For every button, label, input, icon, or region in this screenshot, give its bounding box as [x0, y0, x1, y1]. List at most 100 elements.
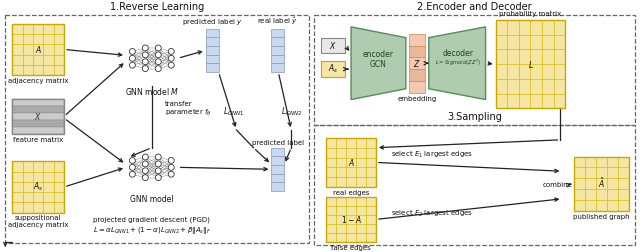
Bar: [336, 206, 346, 215]
Bar: [574, 189, 585, 200]
Bar: [346, 197, 356, 206]
Bar: [321, 61, 345, 77]
Bar: [507, 35, 519, 49]
Bar: [33, 182, 44, 192]
Bar: [12, 172, 22, 182]
Circle shape: [156, 154, 161, 160]
Bar: [33, 24, 44, 34]
Bar: [54, 182, 64, 192]
Bar: [326, 197, 376, 242]
Bar: [409, 57, 425, 69]
Bar: [271, 46, 284, 55]
Bar: [44, 34, 54, 44]
Bar: [22, 162, 33, 172]
Bar: [33, 192, 44, 202]
Text: $L_{GNN1}$: $L_{GNN1}$: [223, 105, 244, 118]
Bar: [33, 44, 44, 55]
Text: probability matrix: probability matrix: [499, 11, 561, 17]
Bar: [22, 44, 33, 55]
Circle shape: [129, 55, 135, 61]
Bar: [607, 178, 618, 189]
Bar: [346, 224, 356, 233]
Bar: [542, 79, 554, 94]
Bar: [54, 65, 64, 75]
Bar: [12, 106, 64, 113]
Circle shape: [156, 168, 161, 174]
Bar: [542, 64, 554, 79]
Bar: [12, 65, 22, 75]
Bar: [607, 156, 618, 167]
Bar: [44, 55, 54, 65]
Bar: [326, 148, 336, 158]
Text: feature matrix: feature matrix: [13, 137, 63, 143]
Bar: [44, 44, 54, 55]
Bar: [346, 167, 356, 177]
Text: 2.Encoder and Decoder: 2.Encoder and Decoder: [417, 2, 532, 12]
Bar: [607, 189, 618, 200]
Circle shape: [142, 52, 148, 58]
Bar: [205, 55, 218, 64]
Bar: [346, 177, 356, 187]
Text: GNN model: GNN model: [130, 195, 173, 204]
Bar: [205, 29, 218, 38]
Bar: [495, 20, 507, 35]
Text: $L_{GNN2}$: $L_{GNN2}$: [281, 105, 302, 118]
Bar: [12, 44, 22, 55]
Bar: [271, 55, 284, 64]
Bar: [554, 49, 565, 64]
Bar: [507, 20, 519, 35]
Bar: [326, 215, 336, 224]
Text: $X$: $X$: [35, 111, 42, 122]
Bar: [44, 24, 54, 34]
Text: $Z$: $Z$: [413, 58, 420, 69]
Bar: [507, 94, 519, 108]
Bar: [607, 167, 618, 178]
Bar: [409, 46, 425, 57]
Bar: [585, 178, 596, 189]
Bar: [519, 49, 531, 64]
Circle shape: [156, 66, 161, 72]
Bar: [366, 158, 376, 167]
Bar: [12, 120, 64, 127]
Bar: [44, 65, 54, 75]
Bar: [596, 178, 607, 189]
Bar: [618, 200, 629, 211]
Bar: [54, 44, 64, 55]
Text: decoder: decoder: [442, 49, 473, 58]
Bar: [326, 138, 376, 187]
Bar: [271, 38, 284, 46]
Bar: [574, 178, 585, 189]
Circle shape: [156, 175, 161, 181]
Bar: [356, 148, 366, 158]
Text: adjacency matrix: adjacency matrix: [8, 78, 68, 84]
Text: 1.Reverse Learning: 1.Reverse Learning: [109, 2, 204, 12]
Circle shape: [142, 59, 148, 65]
Bar: [271, 148, 284, 156]
Bar: [356, 206, 366, 215]
Text: GNN model $M$: GNN model $M$: [125, 86, 179, 97]
Bar: [356, 177, 366, 187]
Bar: [22, 24, 33, 34]
Bar: [409, 69, 425, 81]
Bar: [54, 192, 64, 202]
Bar: [366, 197, 376, 206]
Circle shape: [168, 171, 174, 177]
Bar: [22, 172, 33, 182]
Bar: [44, 162, 54, 172]
Bar: [531, 49, 542, 64]
Bar: [12, 24, 64, 75]
Bar: [44, 172, 54, 182]
Text: transfer
parameter $f_\theta$: transfer parameter $f_\theta$: [164, 101, 211, 118]
Bar: [205, 46, 218, 55]
Text: false edges: false edges: [331, 245, 371, 251]
Bar: [554, 64, 565, 79]
Bar: [54, 34, 64, 44]
Bar: [596, 167, 607, 178]
Circle shape: [129, 171, 135, 177]
Bar: [33, 202, 44, 212]
Bar: [495, 49, 507, 64]
Bar: [519, 94, 531, 108]
Bar: [336, 224, 346, 233]
Text: published graph: published graph: [573, 213, 630, 219]
Bar: [33, 55, 44, 65]
